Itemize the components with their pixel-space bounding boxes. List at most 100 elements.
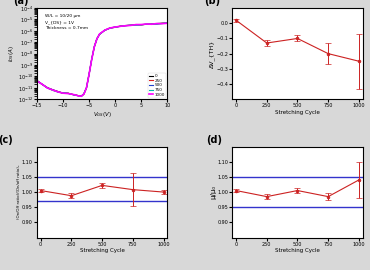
1000 [113, 25, 117, 29]
0 [113, 26, 117, 29]
500 [139, 23, 144, 26]
750 [40, 83, 44, 86]
1000 [118, 25, 122, 28]
0 [128, 24, 133, 27]
X-axis label: $V_{GS}(V)$: $V_{GS}(V)$ [92, 110, 112, 119]
1000 [56, 90, 60, 93]
X-axis label: Stretching Cycle: Stretching Cycle [275, 248, 320, 253]
Text: W/L = 10/20 μm
V_{DS} = 1V
Thickness = 0.7mm: W/L = 10/20 μm V_{DS} = 1V Thickness = 0… [45, 15, 88, 30]
Y-axis label: $I_{DS}(A)$: $I_{DS}(A)$ [7, 45, 16, 62]
0 [139, 23, 144, 26]
1000 [66, 92, 70, 95]
1000 [149, 23, 154, 26]
500 [66, 92, 70, 95]
500 [113, 25, 117, 29]
1000 [165, 22, 169, 25]
250 [82, 93, 86, 96]
1000 [123, 24, 128, 27]
750 [92, 45, 97, 49]
0 [95, 37, 99, 40]
500 [165, 22, 169, 25]
0 [45, 86, 50, 89]
500 [61, 92, 65, 95]
0 [97, 33, 102, 36]
0 [102, 29, 107, 32]
Text: (a): (a) [14, 0, 29, 6]
1000 [35, 79, 39, 83]
250 [139, 23, 144, 26]
250 [128, 23, 133, 27]
500 [155, 22, 159, 26]
750 [128, 23, 133, 27]
250 [113, 25, 117, 29]
0 [118, 25, 122, 28]
750 [35, 79, 39, 82]
Text: (b): (b) [204, 0, 220, 6]
250 [66, 92, 70, 95]
500 [149, 23, 154, 26]
250 [95, 37, 99, 40]
500 [102, 29, 107, 32]
0 [35, 79, 39, 82]
0 [66, 92, 70, 95]
500 [118, 25, 122, 28]
1000 [82, 92, 86, 96]
500 [79, 94, 84, 98]
1000 [92, 45, 97, 48]
0 [155, 22, 159, 25]
1000 [155, 22, 159, 25]
1000 [108, 26, 112, 30]
Y-axis label: ΔV_{TH}: ΔV_{TH} [209, 39, 215, 68]
750 [155, 22, 159, 26]
500 [108, 26, 112, 30]
Legend: 0, 250, 500, 750, 1000: 0, 250, 500, 750, 1000 [148, 73, 166, 98]
500 [134, 23, 138, 27]
500 [84, 86, 89, 89]
1000 [139, 23, 144, 26]
0 [134, 23, 138, 26]
Text: (d): (d) [206, 135, 222, 145]
500 [87, 73, 91, 76]
0 [90, 58, 94, 61]
X-axis label: Stretching Cycle: Stretching Cycle [275, 110, 320, 115]
0 [144, 23, 149, 26]
0 [87, 72, 91, 76]
250 [102, 29, 107, 32]
0 [77, 94, 81, 97]
250 [165, 22, 169, 25]
1000 [79, 94, 84, 98]
750 [56, 90, 60, 93]
500 [45, 86, 50, 90]
250 [56, 90, 60, 93]
500 [40, 83, 44, 86]
0 [149, 22, 154, 26]
250 [61, 92, 65, 95]
750 [165, 21, 169, 25]
1000 [160, 22, 164, 25]
0 [79, 95, 84, 98]
1000 [71, 93, 76, 96]
1000 [77, 94, 81, 97]
250 [149, 23, 154, 26]
1000 [134, 23, 138, 26]
250 [87, 73, 91, 76]
500 [35, 79, 39, 83]
1000 [61, 92, 65, 95]
0 [84, 86, 89, 89]
750 [90, 58, 94, 61]
Line: 0: 0 [37, 23, 167, 96]
X-axis label: Stretching Cycle: Stretching Cycle [80, 248, 125, 253]
Y-axis label: (On/Off ratio)/(On/off ratio)₀: (On/Off ratio)/(On/off ratio)₀ [17, 165, 21, 219]
250 [45, 86, 50, 89]
750 [77, 94, 81, 97]
Line: 500: 500 [37, 23, 167, 96]
250 [97, 33, 102, 36]
500 [71, 93, 76, 96]
1000 [45, 86, 50, 90]
750 [123, 24, 128, 27]
750 [108, 26, 112, 30]
0 [56, 90, 60, 93]
750 [102, 29, 107, 32]
Line: 1000: 1000 [37, 23, 167, 96]
250 [144, 23, 149, 26]
